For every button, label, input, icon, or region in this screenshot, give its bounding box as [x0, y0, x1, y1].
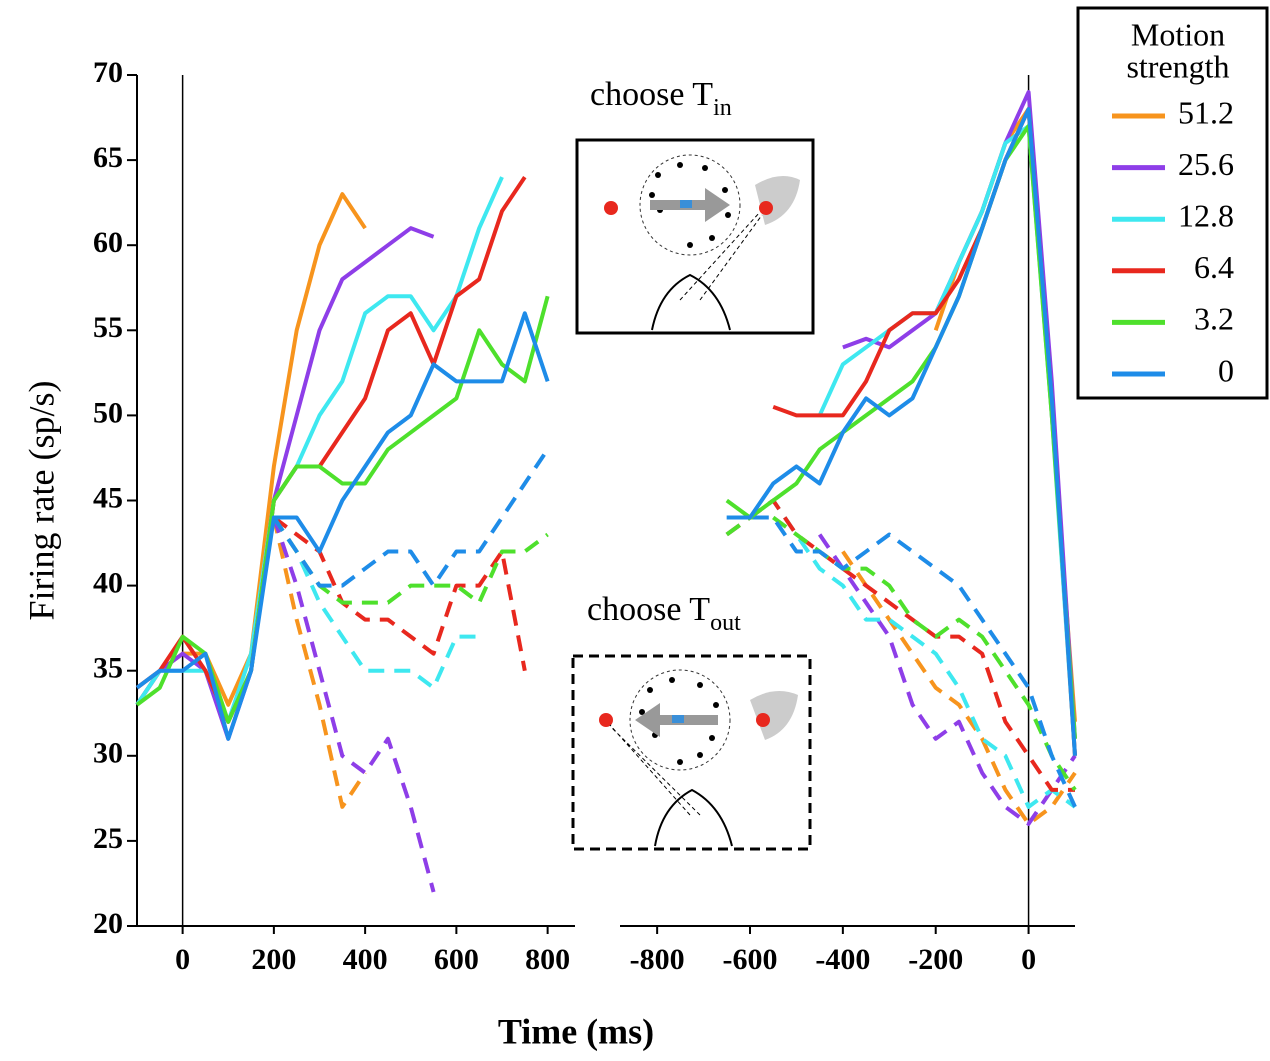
legend-label: 51.2 [1178, 94, 1234, 130]
x-tick-label: 400 [343, 943, 388, 976]
x-tick-label: -600 [723, 943, 778, 976]
line-choose-in [726, 107, 1077, 756]
legend-title: strength [1126, 48, 1229, 84]
y-tick-label: 30 [93, 737, 123, 770]
y-tick-label: 40 [93, 566, 123, 599]
legend-label: 12.8 [1178, 198, 1234, 234]
y-tick-label: 25 [93, 822, 123, 855]
x-tick-label: 200 [251, 943, 296, 976]
x-tick-label: -800 [630, 943, 685, 976]
y-tick-label: 50 [93, 396, 123, 429]
x-tick-label: 600 [434, 943, 479, 976]
inset-choose-out [571, 654, 812, 851]
line-choose-out [725, 515, 1077, 791]
x-axis-label: Time (ms) [498, 1011, 654, 1051]
legend-title: Motion [1131, 16, 1225, 52]
inset-choose-in [575, 138, 815, 335]
line-choose-in [135, 226, 435, 741]
line-choose-in [135, 176, 504, 724]
y-tick-label: 55 [93, 311, 123, 344]
y-tick-label: 35 [93, 652, 123, 685]
x-tick-label: 0 [175, 943, 190, 976]
y-tick-label: 45 [93, 481, 123, 514]
legend-box [1076, 6, 1269, 400]
line-choose-in [725, 124, 1077, 739]
line-choose-in [842, 90, 1077, 739]
y-tick-label: 60 [93, 226, 123, 259]
line-choose-out [271, 517, 367, 809]
line-choose-out [271, 516, 436, 893]
legend-label: 6.4 [1194, 249, 1234, 285]
y-tick-label: 20 [93, 907, 123, 940]
line-choose-out [272, 448, 550, 588]
legend-label: 0 [1218, 352, 1234, 388]
line-choose-out [841, 550, 1077, 826]
y-axis-label: Firing rate (sp/s) [21, 381, 61, 621]
y-tick-label: 65 [93, 141, 123, 174]
annotation-subscript: in [713, 95, 732, 121]
line-choose-in [772, 107, 1077, 756]
annotation: choose Tout [587, 591, 741, 636]
x-tick-label: -400 [815, 943, 870, 976]
annotation-subscript: out [710, 610, 741, 636]
x-tick-label: 800 [525, 943, 570, 976]
annotation: choose Tin [590, 76, 732, 121]
x-tick-label: 0 [1021, 943, 1036, 976]
line-choose-out [272, 516, 480, 690]
legend-label: 3.2 [1194, 301, 1234, 337]
line-choose-in [135, 311, 550, 741]
y-tick-label: 70 [93, 56, 123, 89]
x-tick-label: -200 [908, 943, 963, 976]
annotation-text: choose T [590, 76, 713, 113]
line-choose-out [726, 515, 1077, 808]
legend-label: 25.6 [1178, 146, 1234, 182]
line-choose-in [135, 176, 527, 724]
line-choose-out [725, 498, 1075, 792]
annotation-text: choose T [587, 591, 710, 628]
line-choose-out [817, 533, 1077, 826]
